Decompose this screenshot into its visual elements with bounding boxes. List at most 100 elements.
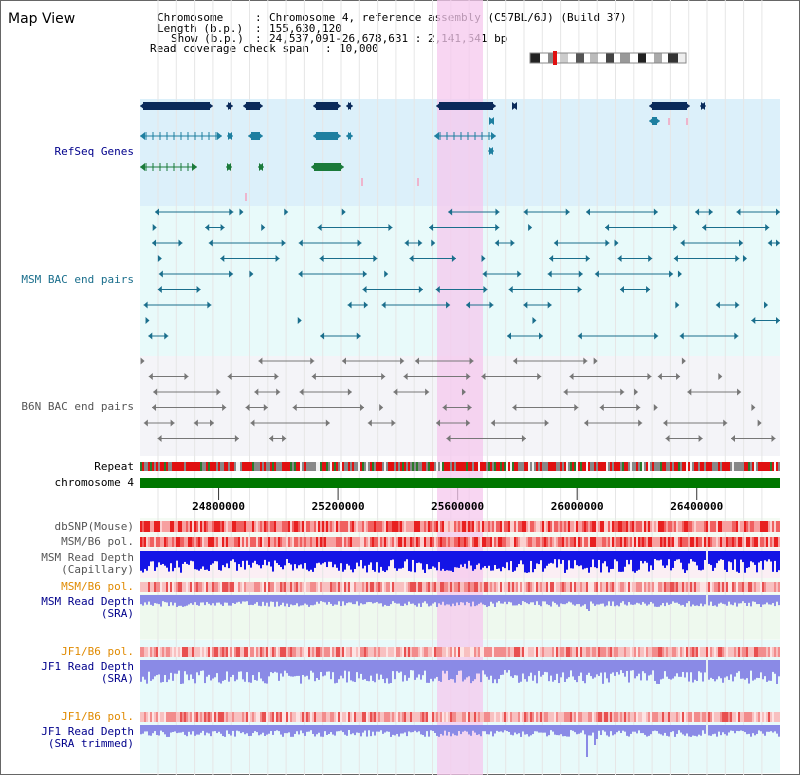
track-label-msm-b6-pol-1[interactable]: MSM/B6 pol. <box>61 535 134 548</box>
msm-sra-depth-bar <box>286 595 288 604</box>
msm-b6-pol-density-2 <box>756 582 758 592</box>
msm-sra-depth-bar <box>152 595 154 606</box>
msm-sra-depth-bar <box>504 595 506 602</box>
track-label-repeat[interactable]: Repeat <box>94 460 134 473</box>
repeat-block <box>632 462 634 471</box>
jf1-b6-pol-density <box>514 647 516 657</box>
repeat-block <box>526 462 528 471</box>
msm-b6-pol-density-2 <box>228 582 230 592</box>
msm-capillary-depth-bar <box>730 551 732 563</box>
jf1-b6-pol-density-2 <box>716 712 718 722</box>
jf1-b6-pol-density <box>518 647 520 657</box>
msm-b6-pol-density-2 <box>584 582 586 592</box>
msm-capillary-depth-bar <box>278 551 280 565</box>
msm-bac-pair-end <box>776 208 780 216</box>
track-label-chromosome[interactable]: chromosome 4 <box>54 476 134 489</box>
repeat-block <box>608 462 610 471</box>
jf1-sra-depth-bar <box>176 660 178 674</box>
jf1-b6-pol-density <box>508 647 510 657</box>
jf1-trimmed-depth-bar <box>532 725 534 735</box>
msm-b6-pol-density <box>338 537 340 547</box>
dbsnp-density <box>490 521 492 532</box>
track-label-jf1-depth-trimmed[interactable]: JF1 Read Depth (SRA trimmed) <box>41 725 134 750</box>
msm-sra-depth-bar <box>238 595 240 602</box>
track-label-jf1-depth-sra[interactable]: JF1 Read Depth (SRA) <box>41 660 134 685</box>
msm-bac-pair-end <box>605 239 610 247</box>
repeat-block <box>320 462 322 471</box>
jf1-sra-depth-bar <box>486 660 488 677</box>
track-label-jf1-b6-pol-2[interactable]: JF1/B6 pol. <box>61 710 134 723</box>
jf1-trimmed-depth-bar <box>492 725 494 737</box>
dbsnp-density <box>668 521 670 532</box>
dbsnp-density <box>624 521 626 532</box>
msm-b6-pol-density <box>424 537 426 547</box>
msm-b6-pol-density-2 <box>304 582 306 592</box>
jf1-sra-depth-bar <box>692 660 694 683</box>
jf1-b6-pol-density-2 <box>664 712 666 722</box>
msm-b6-pol-density <box>160 537 162 547</box>
track-label-dbsnp[interactable]: dbSNP(Mouse) <box>54 520 134 533</box>
msm-b6-pol-density <box>442 537 444 547</box>
jf1-b6-pol-density <box>506 647 508 657</box>
track-label-b6n-bac[interactable]: B6N BAC end pairs <box>21 400 134 413</box>
msm-b6-pol-density <box>574 537 576 547</box>
repeat-block <box>620 462 622 471</box>
jf1-b6-pol-density <box>602 647 604 657</box>
jf1-trimmed-depth-bar <box>718 725 720 732</box>
track-label-jf1-b6-pol-1[interactable]: JF1/B6 pol. <box>61 645 134 658</box>
msm-b6-pol-density-2 <box>442 582 444 592</box>
jf1-b6-pol-density <box>324 647 326 657</box>
jf1-b6-pol-density <box>424 647 426 657</box>
dbsnp-density <box>638 521 640 532</box>
b6n-bac-pair-end <box>391 419 396 427</box>
msm-capillary-depth-bar <box>778 551 780 571</box>
msm-sra-depth-bar <box>218 595 220 603</box>
dbsnp-density <box>552 521 554 532</box>
msm-b6-pol-density <box>774 537 776 547</box>
msm-sra-depth-bar <box>614 595 616 607</box>
msm-sra-depth-bar <box>584 595 586 605</box>
msm-b6-pol-density-2 <box>414 582 416 592</box>
jf1-b6-pol-density <box>444 647 446 657</box>
repeat-block <box>314 462 316 471</box>
dbsnp-density <box>502 521 504 532</box>
jf1-b6-pol-density-2 <box>292 712 294 722</box>
repeat-block <box>604 462 606 471</box>
jf1-trimmed-depth-bar <box>746 725 748 735</box>
msm-bac-pair-end <box>765 224 770 231</box>
track-label-msm-depth-capillary[interactable]: MSM Read Depth (Capillary) <box>41 551 134 576</box>
jf1-b6-pol-density <box>230 647 232 657</box>
track-label-msm-depth-sra[interactable]: MSM Read Depth (SRA) <box>41 595 134 620</box>
msm-capillary-depth-bar <box>338 551 340 571</box>
jf1-sra-depth-bar <box>522 660 524 674</box>
track-label-msm-b6-pol-2[interactable]: MSM/B6 pol. <box>61 580 134 593</box>
msm-capillary-depth-bar <box>366 551 368 573</box>
msm-capillary-depth-bar <box>198 551 200 571</box>
dbsnp-density <box>558 521 560 532</box>
jf1-sra-depth-bar <box>324 660 326 676</box>
msm-capillary-depth-bar <box>700 551 702 571</box>
jf1-b6-pol-density <box>674 647 676 657</box>
axis-tick-label: 24800000 <box>192 500 246 513</box>
msm-capillary-depth-bar <box>508 551 510 571</box>
msm-capillary-depth-bar <box>462 551 464 567</box>
msm-sra-depth-bar <box>438 595 440 604</box>
jf1-trimmed-depth-bar <box>304 725 306 736</box>
jf1-b6-pol-density-2 <box>410 712 412 722</box>
dbsnp-density <box>254 521 256 532</box>
jf1-trimmed-depth-bar <box>684 725 686 736</box>
repeat-block <box>468 462 470 471</box>
track-label-msm-bac[interactable]: MSM BAC end pairs <box>21 273 134 286</box>
msm-b6-pol-density <box>474 537 476 547</box>
jf1-trimmed-depth-bar <box>762 725 764 734</box>
msm-bac-pair-end <box>429 224 434 231</box>
jf1-sra-depth-bar <box>338 660 340 680</box>
jf1-trimmed-depth-bar <box>318 725 320 733</box>
msm-capillary-depth-bar <box>144 551 146 569</box>
jf1-sra-depth-bar <box>508 660 510 671</box>
track-label-refseq[interactable]: RefSeq Genes <box>54 145 134 158</box>
msm-capillary-depth-bar <box>354 551 356 570</box>
repeat-block <box>430 462 432 471</box>
repeat-block <box>592 462 594 471</box>
